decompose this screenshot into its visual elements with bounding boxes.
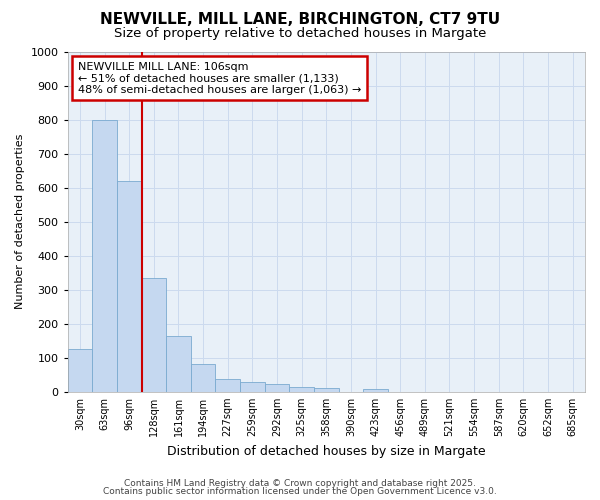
Text: Contains HM Land Registry data © Crown copyright and database right 2025.: Contains HM Land Registry data © Crown c… (124, 478, 476, 488)
Bar (289, 386, 314, 392)
X-axis label: Distribution of detached houses by size in Margate: Distribution of detached houses by size … (167, 444, 485, 458)
Bar (191, 364, 215, 392)
Bar (142, 278, 166, 392)
Bar (117, 181, 142, 392)
Text: Size of property relative to detached houses in Margate: Size of property relative to detached ho… (114, 28, 486, 40)
Bar (166, 336, 191, 392)
Bar (68, 350, 92, 392)
Text: NEWVILLE, MILL LANE, BIRCHINGTON, CT7 9TU: NEWVILLE, MILL LANE, BIRCHINGTON, CT7 9T… (100, 12, 500, 28)
Y-axis label: Number of detached properties: Number of detached properties (15, 134, 25, 310)
Text: Contains public sector information licensed under the Open Government Licence v3: Contains public sector information licen… (103, 487, 497, 496)
Text: NEWVILLE MILL LANE: 106sqm
← 51% of detached houses are smaller (1,133)
48% of s: NEWVILLE MILL LANE: 106sqm ← 51% of deta… (78, 62, 361, 95)
Bar (215, 379, 240, 392)
Bar (240, 382, 265, 392)
Bar (265, 384, 289, 392)
Bar (363, 389, 388, 392)
Bar (92, 120, 117, 392)
Bar (314, 388, 338, 392)
